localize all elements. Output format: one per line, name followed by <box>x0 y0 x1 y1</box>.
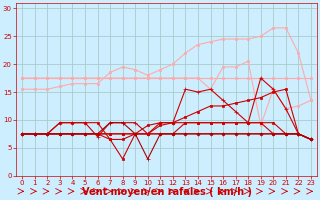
X-axis label: Vent moyen/en rafales ( km/h ): Vent moyen/en rafales ( km/h ) <box>82 187 252 197</box>
